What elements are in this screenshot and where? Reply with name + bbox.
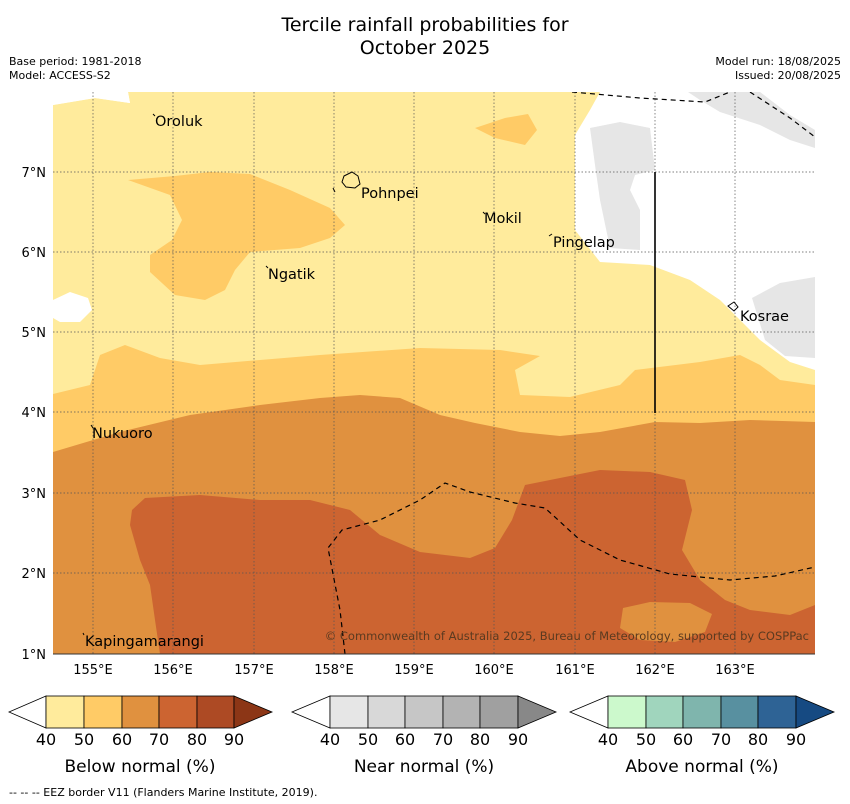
cb-tick: 40 [36, 730, 56, 749]
colorbar-swatch [83, 695, 123, 729]
lat-tick: 4°N [22, 406, 47, 421]
islands [82, 113, 739, 636]
colorbar-swatch [682, 695, 722, 729]
kapingamarangi-islet [82, 632, 85, 636]
place-label: Kosrae [740, 309, 789, 325]
colorbar-swatch [329, 695, 369, 729]
lon-tick: 162°E [635, 663, 675, 678]
base-period: Base period: 1981-2018 [9, 55, 142, 68]
pohnpei-island-outline [341, 171, 361, 189]
colorbar-swatch [795, 695, 836, 729]
mokil-islet [482, 211, 486, 215]
colorbar-swatch [720, 695, 759, 729]
lat-tick: 1°N [22, 648, 47, 663]
colorbar-swatch [367, 695, 406, 729]
cb-tick: 40 [598, 730, 618, 749]
lon-tick: 157°E [234, 663, 274, 678]
colorbar-swatch [479, 695, 519, 729]
ngatik-islet [265, 265, 269, 269]
copyright-notice: © Commonwealth of Australia 2025, Bureau… [325, 629, 809, 643]
colorbar-ticks: 40 50 60 70 80 90 40 50 60 70 80 90 40 5… [36, 730, 806, 749]
lon-tick: 163°E [715, 663, 755, 678]
map-title: Tercile rainfall probabilities for Octob… [0, 14, 850, 60]
lat-tick: 2°N [22, 567, 47, 582]
model-run: Model run: 18/08/2025 [715, 55, 841, 68]
lat-tick: 3°N [22, 487, 47, 502]
pingelap-islet [548, 233, 553, 237]
lon-tick: 160°E [474, 663, 514, 678]
issued-date: Issued: 20/08/2025 [734, 69, 841, 82]
colorbar-swatch [517, 695, 558, 729]
lat-tick: 7°N [22, 166, 47, 181]
oroluk-islet [152, 113, 156, 117]
colorbar-near-normal [290, 695, 558, 729]
model-name: Model: ACCESS-S2 [9, 69, 111, 82]
lon-tick: 159°E [394, 663, 434, 678]
place-label: Mokil [484, 211, 522, 227]
title-line-2: October 2025 [359, 37, 491, 59]
eez-borders [327, 92, 815, 654]
probability-shading [53, 92, 815, 654]
colorbar-labels: Below normal (%) Near normal (%) Above n… [65, 757, 779, 777]
eez-footnote: -- -- -- EEZ border V11 (Flanders Marine… [9, 786, 318, 799]
cb-tick: 50 [358, 730, 378, 749]
lon-tick: 158°E [314, 663, 354, 678]
colorbar-above-normal [568, 695, 836, 729]
cb-tick: 90 [224, 730, 244, 749]
colorbar-swatch [442, 695, 481, 729]
lat-tick: 6°N [22, 246, 47, 261]
colorbar-label-above: Above normal (%) [625, 757, 778, 777]
cb-tick: 80 [748, 730, 768, 749]
cb-tick: 90 [508, 730, 528, 749]
colorbar-swatch [158, 695, 198, 729]
colorbar-below-normal [7, 695, 274, 729]
cb-tick: 40 [320, 730, 340, 749]
meta-right: Model run: 18/08/2025 Issued: 20/08/2025 [715, 55, 841, 83]
lon-tick: 156°E [153, 663, 193, 678]
place-label: Nukuoro [92, 426, 153, 442]
cb-tick: 80 [187, 730, 207, 749]
meta-left: Base period: 1981-2018 Model: ACCESS-S2 [9, 55, 141, 83]
cb-tick: 70 [149, 730, 169, 749]
cb-tick: 50 [74, 730, 94, 749]
cb-tick: 60 [112, 730, 132, 749]
place-label: Pingelap [553, 235, 615, 251]
colorbar-swatch [290, 695, 331, 729]
islet-mark [332, 187, 336, 193]
longitude-ticks: 155°E 156°E 157°E 158°E 159°E 160°E 161°… [73, 663, 755, 678]
cb-tick: 90 [786, 730, 806, 749]
colorbar-swatch [233, 695, 274, 729]
colorbar-swatch [607, 695, 647, 729]
colorbar-swatch [645, 695, 684, 729]
cb-tick: 50 [636, 730, 656, 749]
place-label: Ngatik [268, 267, 316, 283]
colorbar-swatch [196, 695, 235, 729]
colorbar-swatch [7, 695, 47, 729]
colorbar-swatch [568, 695, 609, 729]
colorbar-swatch [121, 695, 160, 729]
cb-tick: 70 [433, 730, 453, 749]
place-label: Pohnpei [361, 186, 419, 202]
colorbar-swatch [757, 695, 797, 729]
place-label: Oroluk [155, 114, 203, 130]
lon-tick: 155°E [73, 663, 113, 678]
kosrae-island-outline [727, 301, 739, 312]
nukuoro-islet [90, 424, 94, 429]
place-labels: Oroluk Pohnpei Mokil Pingelap Ngatik Kos… [85, 114, 789, 650]
title-line-1: Tercile rainfall probabilities for [281, 14, 569, 36]
latitude-ticks: 7°N 6°N 5°N 4°N 3°N 2°N 1°N [22, 166, 47, 663]
place-label: Kapingamarangi [85, 634, 204, 650]
cb-tick: 70 [711, 730, 731, 749]
lat-tick: 5°N [22, 326, 47, 341]
colorbar-label-below: Below normal (%) [65, 757, 216, 777]
cb-tick: 60 [395, 730, 415, 749]
lon-tick: 161°E [555, 663, 595, 678]
cb-tick: 80 [470, 730, 490, 749]
colorbar-swatch [45, 695, 85, 729]
cb-tick: 60 [673, 730, 693, 749]
colorbar-swatch [404, 695, 444, 729]
colorbar-label-near: Near normal (%) [354, 757, 494, 777]
